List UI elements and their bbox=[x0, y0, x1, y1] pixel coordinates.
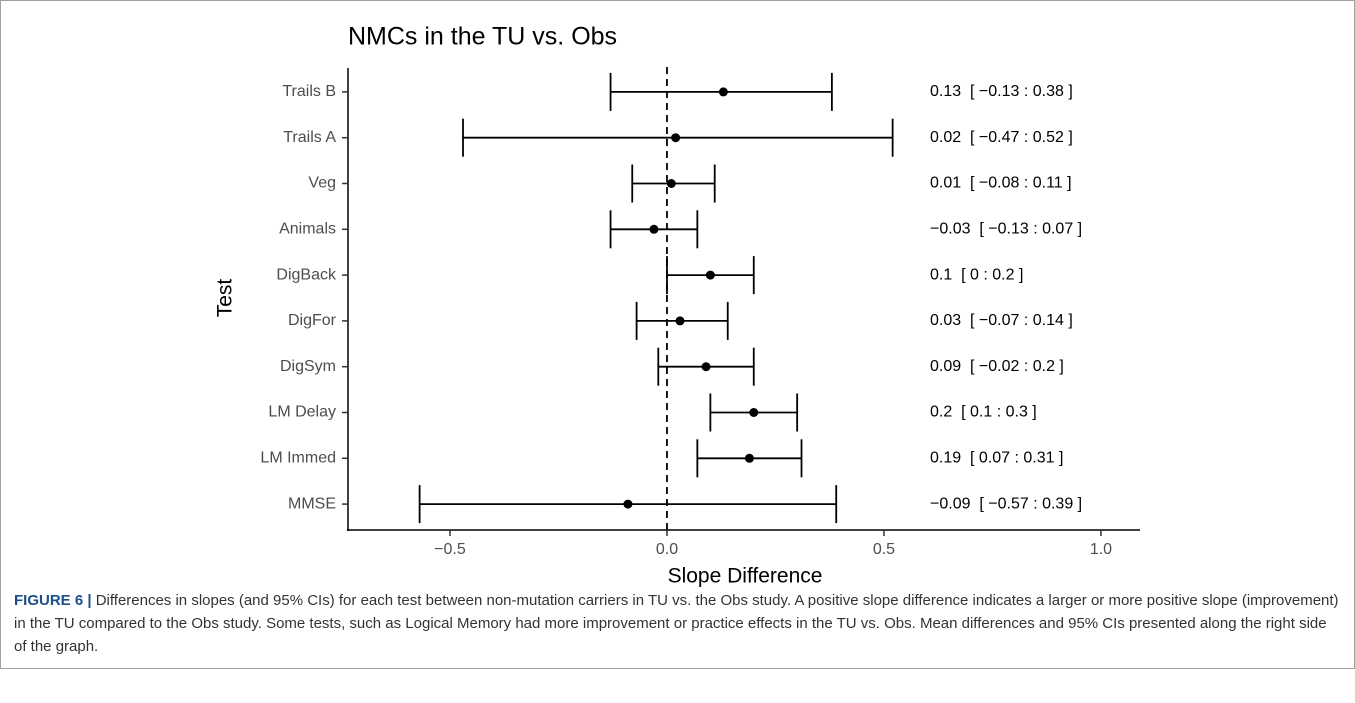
chart-title: NMCs in the TU vs. Obs bbox=[348, 23, 617, 51]
point-estimate bbox=[666, 179, 676, 188]
y-tick-label: LM Immed bbox=[260, 450, 336, 467]
caption: FIGURE 6 | Differences in slopes (and 95… bbox=[14, 589, 1339, 658]
value-label: −0.09 [ −0.57 : 0.39 ] bbox=[930, 495, 1082, 512]
x-tick-label: −0.5 bbox=[434, 541, 466, 558]
x-tick-label: 0.0 bbox=[656, 541, 678, 558]
point-estimate bbox=[744, 453, 754, 463]
x-axis-label: Slope Difference bbox=[668, 565, 823, 588]
y-tick-label: DigSym bbox=[280, 358, 336, 375]
x-tick-label: 0.5 bbox=[873, 541, 895, 558]
value-label: 0.19 [ 0.07 : 0.31 ] bbox=[930, 450, 1063, 467]
y-tick-label: DigFor bbox=[288, 312, 337, 329]
y-tick-label: DigBack bbox=[276, 266, 337, 283]
point-estimate bbox=[749, 408, 759, 417]
x-tick-label: 1.0 bbox=[1090, 541, 1112, 558]
point-estimate bbox=[718, 87, 728, 97]
caption-label: FIGURE 6 | bbox=[14, 592, 92, 609]
value-label: −0.03 [ −0.13 : 0.07 ] bbox=[930, 221, 1082, 238]
point-estimate bbox=[705, 270, 715, 280]
point-estimate bbox=[623, 499, 633, 509]
value-label: 0.01 [ −0.08 : 0.11 ] bbox=[930, 175, 1072, 192]
point-estimate bbox=[671, 133, 681, 143]
y-tick-label: Animals bbox=[279, 221, 336, 238]
value-label: 0.03 [ −0.07 : 0.14 ] bbox=[930, 312, 1073, 329]
y-axis-label: Test bbox=[214, 279, 237, 318]
point-estimate bbox=[675, 316, 685, 326]
point-estimate bbox=[649, 224, 659, 234]
value-label: 0.02 [ −0.47 : 0.52 ] bbox=[930, 129, 1073, 146]
value-label: 0.2 [ 0.1 : 0.3 ] bbox=[930, 404, 1037, 421]
y-tick-label: LM Delay bbox=[268, 404, 336, 421]
value-label: 0.09 [ −0.02 : 0.2 ] bbox=[930, 358, 1064, 375]
y-tick-label: Trails B bbox=[282, 83, 336, 100]
chart: NMCs in the TU vs. Obs Slope Difference … bbox=[214, 23, 1140, 588]
value-label: 0.13 [ −0.13 : 0.38 ] bbox=[930, 83, 1073, 100]
value-label: 0.1 [ 0 : 0.2 ] bbox=[930, 266, 1023, 283]
caption-text: Differences in slopes (and 95% CIs) for … bbox=[14, 592, 1339, 655]
point-estimate bbox=[701, 362, 711, 372]
y-tick-label: MMSE bbox=[288, 495, 336, 512]
y-tick-label: Trails A bbox=[283, 129, 336, 146]
y-tick-label: Veg bbox=[308, 175, 336, 192]
